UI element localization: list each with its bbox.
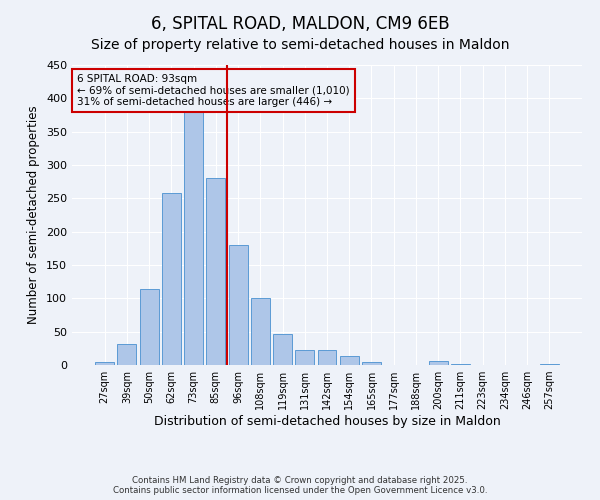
Bar bbox=[295, 350, 314, 365]
Text: 6 SPITAL ROAD: 93sqm
← 69% of semi-detached houses are smaller (1,010)
31% of se: 6 SPITAL ROAD: 93sqm ← 69% of semi-detac… bbox=[77, 74, 350, 107]
X-axis label: Distribution of semi-detached houses by size in Maldon: Distribution of semi-detached houses by … bbox=[154, 415, 500, 428]
Bar bbox=[206, 178, 225, 365]
Text: Contains HM Land Registry data © Crown copyright and database right 2025.
Contai: Contains HM Land Registry data © Crown c… bbox=[113, 476, 487, 495]
Bar bbox=[540, 364, 559, 365]
Bar bbox=[251, 298, 270, 365]
Text: Size of property relative to semi-detached houses in Maldon: Size of property relative to semi-detach… bbox=[91, 38, 509, 52]
Bar bbox=[140, 289, 158, 365]
Y-axis label: Number of semi-detached properties: Number of semi-detached properties bbox=[28, 106, 40, 324]
Bar bbox=[118, 344, 136, 365]
Bar bbox=[162, 193, 181, 365]
Bar bbox=[340, 356, 359, 365]
Bar bbox=[184, 112, 203, 365]
Text: 6, SPITAL ROAD, MALDON, CM9 6EB: 6, SPITAL ROAD, MALDON, CM9 6EB bbox=[151, 15, 449, 33]
Bar bbox=[429, 361, 448, 365]
Bar bbox=[317, 350, 337, 365]
Bar bbox=[95, 362, 114, 365]
Bar bbox=[273, 334, 292, 365]
Bar bbox=[362, 362, 381, 365]
Bar bbox=[229, 245, 248, 365]
Bar bbox=[451, 364, 470, 365]
